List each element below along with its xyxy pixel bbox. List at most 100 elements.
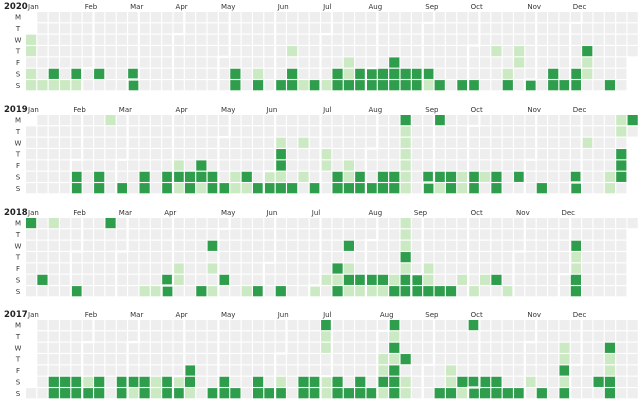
activity-cell — [253, 183, 264, 194]
empty-cell — [445, 57, 457, 68]
empty-cell — [332, 34, 343, 45]
empty-cell — [105, 354, 116, 365]
empty-cell — [37, 263, 48, 274]
empty-cell — [343, 115, 354, 126]
empty-cell — [60, 171, 71, 182]
empty-cell — [434, 218, 445, 229]
empty-cell — [570, 320, 581, 331]
activity-cell — [343, 274, 354, 285]
empty-cell — [264, 126, 275, 137]
empty-cell — [604, 34, 616, 45]
empty-cell — [480, 160, 491, 171]
empty-cell — [116, 126, 127, 137]
empty-cell — [218, 229, 230, 240]
empty-cell — [173, 286, 184, 297]
empty-cell — [139, 274, 150, 285]
empty-cell — [514, 126, 525, 137]
activity-cell — [604, 80, 616, 91]
empty-cell — [230, 376, 241, 387]
empty-cell — [173, 12, 184, 23]
empty-cell — [343, 149, 354, 160]
empty-cell — [241, 126, 252, 137]
empty-cell — [321, 171, 332, 182]
empty-cell — [423, 229, 434, 240]
empty-cell — [514, 286, 525, 297]
empty-cell — [184, 160, 196, 171]
empty-cell — [377, 252, 389, 263]
empty-cell — [196, 68, 207, 79]
activity-cell — [275, 286, 286, 297]
empty-cell — [434, 68, 445, 79]
empty-cell — [434, 12, 445, 23]
empty-cell — [423, 115, 434, 126]
empty-cell — [548, 183, 559, 194]
empty-cell — [116, 331, 127, 342]
empty-cell — [434, 365, 445, 376]
empty-cell — [514, 115, 525, 126]
empty-cell — [559, 183, 570, 194]
empty-cell — [593, 80, 604, 91]
activity-cell — [400, 218, 411, 229]
empty-cell — [173, 46, 184, 57]
month-label: Aug — [380, 311, 394, 319]
empty-cell — [162, 263, 173, 274]
empty-cell — [582, 12, 593, 23]
empty-cell — [616, 218, 627, 229]
empty-cell — [218, 23, 230, 34]
activity-cell — [116, 376, 127, 387]
empty-cell — [173, 331, 184, 342]
empty-cell — [593, 46, 604, 57]
empty-cell — [26, 286, 37, 297]
empty-cell — [37, 126, 48, 137]
month-boundary — [421, 114, 436, 194]
month-label: May — [221, 3, 235, 11]
empty-cell — [48, 23, 59, 34]
empty-cell — [309, 320, 320, 331]
empty-cell — [287, 263, 298, 274]
empty-cell — [559, 46, 570, 57]
empty-cell — [139, 115, 150, 126]
empty-cell — [309, 126, 320, 137]
empty-cell — [468, 34, 479, 45]
empty-cell — [525, 331, 536, 342]
empty-cell — [82, 171, 93, 182]
month-boundary — [262, 217, 277, 297]
empty-cell — [128, 183, 139, 194]
empty-cell — [298, 354, 309, 365]
empty-cell — [128, 34, 139, 45]
activity-cell — [321, 80, 332, 91]
empty-cell — [582, 331, 593, 342]
activity-cell — [366, 68, 377, 79]
empty-cell — [60, 57, 71, 68]
empty-cell — [139, 68, 150, 79]
empty-cell — [604, 137, 616, 148]
empty-cell — [37, 229, 48, 240]
activity-cell — [377, 376, 389, 387]
empty-cell — [616, 68, 627, 79]
empty-cell — [82, 68, 93, 79]
empty-cell — [423, 46, 434, 57]
month-label: Mar — [130, 3, 143, 11]
empty-cell — [241, 331, 252, 342]
activity-cell — [468, 388, 479, 399]
activity-cell — [400, 229, 411, 240]
empty-cell — [150, 240, 162, 251]
month-label: Jan — [27, 311, 39, 319]
activity-cell — [377, 354, 389, 365]
empty-cell — [128, 115, 139, 126]
empty-cell — [593, 34, 604, 45]
month-boundary — [569, 319, 583, 399]
empty-cell — [389, 229, 400, 240]
empty-cell — [60, 12, 71, 23]
activity-cell — [502, 80, 513, 91]
empty-cell — [468, 354, 479, 365]
empty-cell — [480, 137, 491, 148]
empty-cell — [616, 80, 627, 91]
activity-cell — [604, 183, 616, 194]
empty-cell — [491, 34, 502, 45]
empty-cell — [71, 218, 82, 229]
empty-cell — [616, 252, 627, 263]
empty-cell — [264, 263, 275, 274]
empty-cell — [71, 252, 82, 263]
activity-cell — [173, 376, 184, 387]
